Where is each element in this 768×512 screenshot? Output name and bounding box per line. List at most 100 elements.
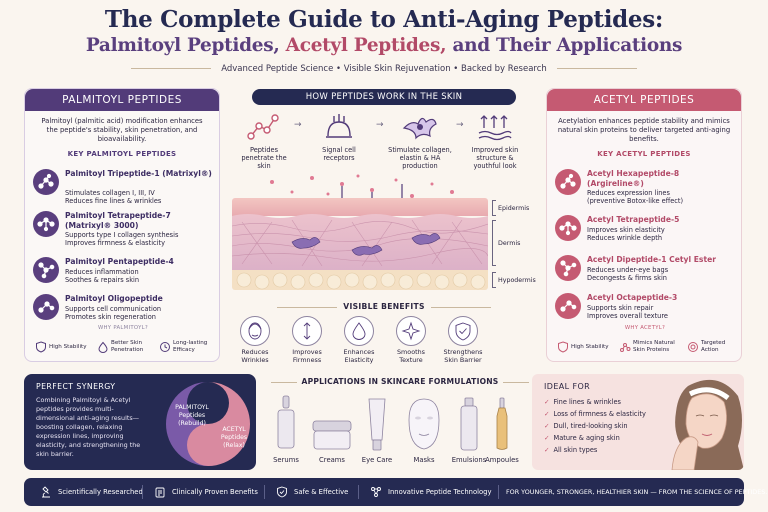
layer-bracket: [492, 220, 496, 266]
synergy-left-sub1: Peptides: [178, 412, 206, 419]
acetyl-item-desc: Supports skin repair: [587, 304, 654, 312]
synergy-panel: PERFECT SYNERGY Combining Palmitoyl & Ac…: [24, 374, 256, 470]
serum-bottle-icon: [277, 395, 295, 449]
woman-face-illustration: [671, 379, 744, 470]
acetyl-why-title: WHY ACETYL?: [624, 325, 666, 331]
acetyl-panel: ACETYL PEPTIDES Acetylation enhances pep…: [546, 88, 742, 362]
acetyl-item-desc: Improves skin elasticity: [587, 226, 665, 234]
arrow-icon: →: [376, 120, 384, 130]
acetyl-item-name: Acetyl Dipeptide-1 Cetyl Ester: [587, 255, 716, 264]
molecule-icon: [555, 169, 581, 195]
tagline: Advanced Peptide Science • Visible Skin …: [0, 64, 768, 74]
molecule-icon: [620, 343, 631, 352]
palmitoyl-why-title: WHY PALMITOYL?: [97, 325, 148, 331]
molecule-icon: [33, 211, 59, 237]
sheet-mask-icon: [408, 398, 440, 450]
palmitoyl-item-name: Palmitoyl Oligopeptide: [65, 294, 163, 303]
page-title: The Complete Guide to Anti-Aging Peptide…: [104, 6, 664, 33]
footer-divider: [358, 485, 359, 499]
palmitoyl-panel: PALMITOYL PEPTIDES Palmitoyl (palmitic a…: [24, 88, 220, 362]
yin-yang-graphic: [166, 382, 250, 466]
application-label: Emulsions: [451, 456, 487, 464]
why-item: Targeted Action: [701, 340, 726, 353]
benefits-title: VISIBLE BENEFITS: [232, 302, 536, 311]
synergy-left-sub2: (Rebuild): [178, 420, 206, 427]
acetyl-item-desc: Reduces under-eye bags: [587, 266, 669, 274]
molecule-icon: [555, 215, 581, 241]
footer-item: Clinically Proven Benefits: [172, 488, 258, 496]
footer-item: Innovative Peptide Technology: [388, 488, 492, 496]
why-item: Better Skin Penetration: [111, 340, 144, 353]
synergy-title: PERFECT SYNERGY: [36, 382, 116, 391]
ideal-item: ✓ All skin types: [544, 446, 598, 454]
peptide-chain-icon: [247, 114, 279, 140]
synergy-left-title: PALMITOYL: [175, 404, 209, 411]
target-icon: [688, 342, 698, 352]
how-step: Improved skin structure & youthful look: [471, 146, 519, 170]
check-icon: ✓: [544, 422, 550, 430]
acetyl-item-desc: Decongests & firms skin: [587, 274, 667, 282]
palmitoyl-item-name: Palmitoyl Tetrapeptide-7 (Matrixyl® 3000…: [65, 211, 171, 230]
firmness-icon: [292, 316, 322, 346]
molecule-icon: [33, 169, 59, 195]
palmitoyl-item-desc: Reduces fine lines & wrinkles: [65, 197, 162, 205]
palmitoyl-intro: Palmitoyl (palmitic acid) modification e…: [41, 117, 203, 143]
footer-item: Scientifically Researched: [58, 488, 143, 496]
ideal-item: ✓ Loss of firmness & elasticity: [544, 410, 646, 418]
how-step: Signal cell receptors: [322, 146, 356, 162]
application-label: Eye Care: [361, 456, 393, 464]
palmitoyl-item-desc: Improves firmness & elasticity: [65, 239, 165, 247]
layer-bracket: [492, 272, 496, 288]
why-item: Mimics Natural Skin Proteins: [633, 340, 675, 353]
ideal-list: ✓ Fine lines & wrinkles ✓ Loss of firmness…: [544, 396, 646, 456]
ideal-title: IDEAL FOR: [544, 382, 591, 391]
why-item: High Stability: [49, 344, 87, 350]
lift-arrows-icon: [478, 115, 512, 141]
footer-divider: [498, 485, 499, 499]
eye-cream-tube-icon: [368, 398, 386, 451]
palmitoyl-item-desc: Stimulates collagen I, III, IV: [65, 189, 155, 197]
face-icon: [240, 316, 270, 346]
synergy-right-sub2: (Relax): [223, 442, 245, 449]
acetyl-item-desc: Reduces expression lines: [587, 189, 670, 197]
drop-icon: [98, 341, 108, 353]
palmitoyl-item-desc: Promotes skin regeneration: [65, 313, 156, 321]
benefit-item: Improves Firmness: [282, 316, 332, 364]
subtitle-palmitoyl: Palmitoyl Peptides,: [85, 35, 280, 56]
palmitoyl-key-title: KEY PALMITOYL PEPTIDES: [67, 150, 177, 158]
benefit-label: Strengthens Skin Barrier: [443, 348, 483, 364]
check-icon: ✓: [544, 410, 550, 418]
emulsion-bottle-icon: [460, 397, 478, 451]
microscope-icon: [42, 486, 50, 498]
subtitle-applications: and Their Applications: [452, 35, 683, 56]
palmitoyl-item-desc: Supports type I collagen synthesis: [65, 231, 179, 239]
ideal-item: ✓ Fine lines & wrinkles: [544, 398, 621, 406]
acetyl-intro: Acetylation enhances peptide stability a…: [557, 117, 731, 143]
layer-label: Epidermis: [498, 205, 530, 212]
page-subtitle: Palmitoyl Peptides, Acetyl Peptides, and…: [0, 35, 768, 56]
shield-check-icon: [448, 316, 478, 346]
synergy-left-label: PALMITOYL Peptides (Rebuild): [170, 404, 214, 428]
application-label: Creams: [319, 456, 345, 464]
acetyl-item-name: Acetyl Hexapeptide-8 (Argireline®): [587, 169, 680, 188]
molecule-icon: [33, 257, 59, 283]
how-step: Stimulate collagen, elastin & HA product…: [388, 146, 452, 170]
footer-bar: Scientifically Researched Clinically Pro…: [24, 478, 767, 506]
palmitoyl-item-desc: Soothes & repairs skin: [65, 276, 140, 284]
drop-icon: [344, 316, 374, 346]
clock-icon: [160, 342, 170, 352]
benefit-item: Reduces Wrinkles: [230, 316, 280, 364]
why-item: Long-lasting Efficacy: [173, 340, 208, 353]
acetyl-item-desc: Reduces wrinkle depth: [587, 234, 663, 242]
shield-icon: [558, 341, 568, 353]
check-icon: ✓: [544, 446, 550, 454]
footer-slogan: FOR YOUNGER, STRONGER, HEALTHIER SKIN — …: [506, 488, 768, 496]
footer-divider: [142, 485, 143, 499]
footer-divider: [264, 485, 265, 499]
molecule-icon: [555, 255, 581, 281]
acetyl-item-desc: Improves overall texture: [587, 312, 668, 320]
check-icon: ✓: [544, 398, 550, 406]
molecule-icon: [555, 293, 581, 319]
application-label: Serums: [273, 456, 299, 464]
benefit-item: Strengthens Skin Barrier: [438, 316, 488, 364]
